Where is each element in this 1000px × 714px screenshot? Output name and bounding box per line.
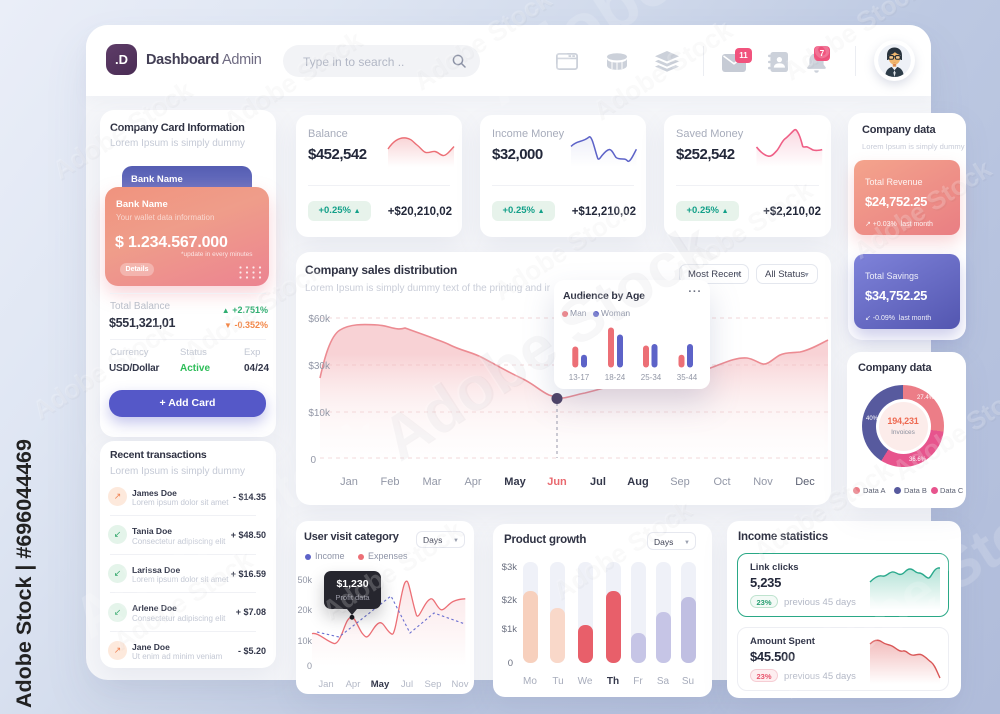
svg-text:Fr: Fr [633, 676, 643, 687]
svg-text:$60k: $60k [308, 314, 331, 325]
svg-text:Su: Su [682, 676, 694, 687]
svg-text:$10k: $10k [308, 408, 331, 419]
svg-text:25-34: 25-34 [641, 373, 662, 382]
svg-text:Nov: Nov [753, 476, 773, 488]
svg-text:Tu: Tu [552, 676, 563, 687]
svg-text:Oct: Oct [713, 476, 730, 488]
svg-text:0: 0 [508, 658, 513, 669]
svg-text:Nov: Nov [452, 679, 469, 690]
svg-text:Jun: Jun [547, 476, 567, 488]
svg-text:50k: 50k [297, 575, 312, 585]
svg-text:Jan: Jan [318, 679, 333, 690]
svg-text:Jul: Jul [590, 476, 606, 488]
svg-text:Sa: Sa [657, 676, 670, 687]
svg-text:$3k: $3k [502, 562, 518, 573]
svg-text:18-24: 18-24 [605, 373, 626, 382]
svg-text:Sep: Sep [425, 679, 442, 690]
svg-text:Jul: Jul [401, 679, 413, 690]
svg-text:10k: 10k [297, 636, 312, 646]
svg-text:20k: 20k [297, 605, 312, 615]
svg-text:Aug: Aug [627, 476, 648, 488]
svg-text:13-17: 13-17 [569, 373, 590, 382]
svg-text:$2k: $2k [502, 595, 518, 606]
svg-text:Apr: Apr [346, 679, 361, 690]
svg-text:May: May [504, 476, 526, 488]
svg-text:Mo: Mo [523, 676, 537, 687]
svg-text:Apr: Apr [464, 476, 481, 488]
svg-text:0: 0 [307, 661, 312, 671]
svg-text:Mar: Mar [423, 476, 442, 488]
svg-text:$30k: $30k [308, 361, 331, 372]
svg-text:Jan: Jan [340, 476, 358, 488]
svg-text:Th: Th [607, 676, 619, 687]
svg-text:$1k: $1k [502, 624, 518, 635]
svg-text:Adobe Stock | #696044469: Adobe Stock | #696044469 [12, 439, 36, 708]
svg-text:35-44: 35-44 [677, 373, 698, 382]
svg-text:Sep: Sep [670, 476, 690, 488]
svg-text:We: We [578, 676, 593, 687]
svg-text:0: 0 [310, 455, 316, 466]
svg-text:Dec: Dec [795, 476, 815, 488]
svg-text:May: May [371, 679, 390, 690]
svg-text:Feb: Feb [381, 476, 400, 488]
